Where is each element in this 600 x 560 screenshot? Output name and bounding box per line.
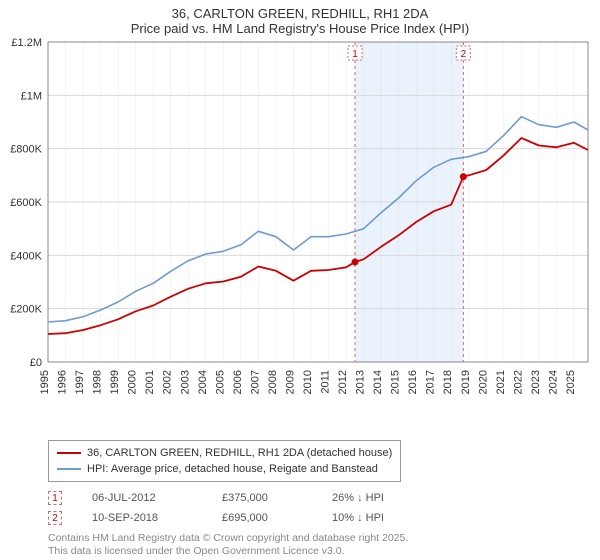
svg-text:2003: 2003 [179,370,191,394]
svg-text:2019: 2019 [460,370,472,394]
svg-text:£1.2M: £1.2M [11,37,42,49]
svg-text:1: 1 [352,49,358,60]
title-block: 36, CARLTON GREEN, REDHILL, RH1 2DA Pric… [0,0,600,36]
legend-swatch [57,468,81,470]
chart-container: 36, CARLTON GREEN, REDHILL, RH1 2DA Pric… [0,0,600,560]
svg-text:2011: 2011 [320,370,332,394]
title-line1: 36, CARLTON GREEN, REDHILL, RH1 2DA [0,6,600,21]
sale-row: 2 10-SEP-2018 £695,000 10% ↓ HPI [48,508,422,528]
svg-text:2013: 2013 [355,370,367,394]
svg-text:1996: 1996 [57,370,69,394]
svg-text:2014: 2014 [372,370,384,394]
svg-text:2: 2 [461,49,467,60]
attribution-line2: This data is licensed under the Open Gov… [48,545,408,558]
title-line2: Price paid vs. HM Land Registry's House … [0,21,600,36]
svg-text:2015: 2015 [390,370,402,394]
legend-row: HPI: Average price, detached house, Reig… [57,461,392,477]
legend-label: 36, CARLTON GREEN, REDHILL, RH1 2DA (det… [87,445,392,461]
svg-text:2024: 2024 [547,370,559,394]
svg-text:2012: 2012 [337,370,349,394]
svg-text:2018: 2018 [442,370,454,394]
svg-text:£200K: £200K [10,304,42,316]
svg-text:2025: 2025 [565,370,577,394]
sale-price: £695,000 [222,512,302,524]
svg-text:2023: 2023 [530,370,542,394]
svg-text:1999: 1999 [109,370,121,394]
svg-text:2001: 2001 [144,370,156,394]
sale-date: 10-SEP-2018 [92,512,192,524]
svg-text:2010: 2010 [302,370,314,394]
legend-row: 36, CARLTON GREEN, REDHILL, RH1 2DA (det… [57,445,392,461]
attribution: Contains HM Land Registry data © Crown c… [48,532,408,558]
svg-text:2016: 2016 [407,370,419,394]
svg-text:1998: 1998 [92,370,104,394]
sale-date: 06-JUL-2012 [92,492,192,504]
svg-text:£1M: £1M [21,90,42,102]
attribution-line1: Contains HM Land Registry data © Crown c… [48,532,408,545]
svg-text:2002: 2002 [162,370,174,394]
sale-pct: 10% ↓ HPI [332,512,422,524]
legend: 36, CARLTON GREEN, REDHILL, RH1 2DA (det… [48,440,401,482]
line-chart: £0 £200K £400K £600K £800K £1M £1.2M 1995 1996 19… [0,36,600,436]
svg-text:2006: 2006 [232,370,244,394]
svg-text:2005: 2005 [214,370,226,394]
svg-text:2000: 2000 [127,370,139,394]
svg-text:2020: 2020 [477,370,489,394]
svg-text:£0: £0 [30,357,42,369]
svg-text:2022: 2022 [512,370,524,394]
svg-text:£800K: £800K [10,144,42,156]
legend-swatch [57,452,81,454]
svg-text:2021: 2021 [495,370,507,394]
svg-text:2009: 2009 [284,370,296,394]
sale-marker: 2 [48,511,62,525]
legend-label: HPI: Average price, detached house, Reig… [87,461,378,477]
svg-text:1995: 1995 [39,370,51,394]
svg-text:£600K: £600K [10,197,42,209]
sale-price: £375,000 [222,492,302,504]
svg-text:2008: 2008 [267,370,279,394]
svg-text:2017: 2017 [425,370,437,394]
sales-table: 1 06-JUL-2012 £375,000 26% ↓ HPI 2 10-SEP-201… [48,488,422,528]
sale-row: 1 06-JUL-2012 £375,000 26% ↓ HPI [48,488,422,508]
svg-text:2007: 2007 [249,370,261,394]
sale-marker: 1 [48,491,62,505]
svg-text:2004: 2004 [197,370,209,394]
sale-pct: 26% ↓ HPI [332,492,422,504]
svg-text:1997: 1997 [74,370,86,394]
svg-text:£400K: £400K [10,250,42,262]
